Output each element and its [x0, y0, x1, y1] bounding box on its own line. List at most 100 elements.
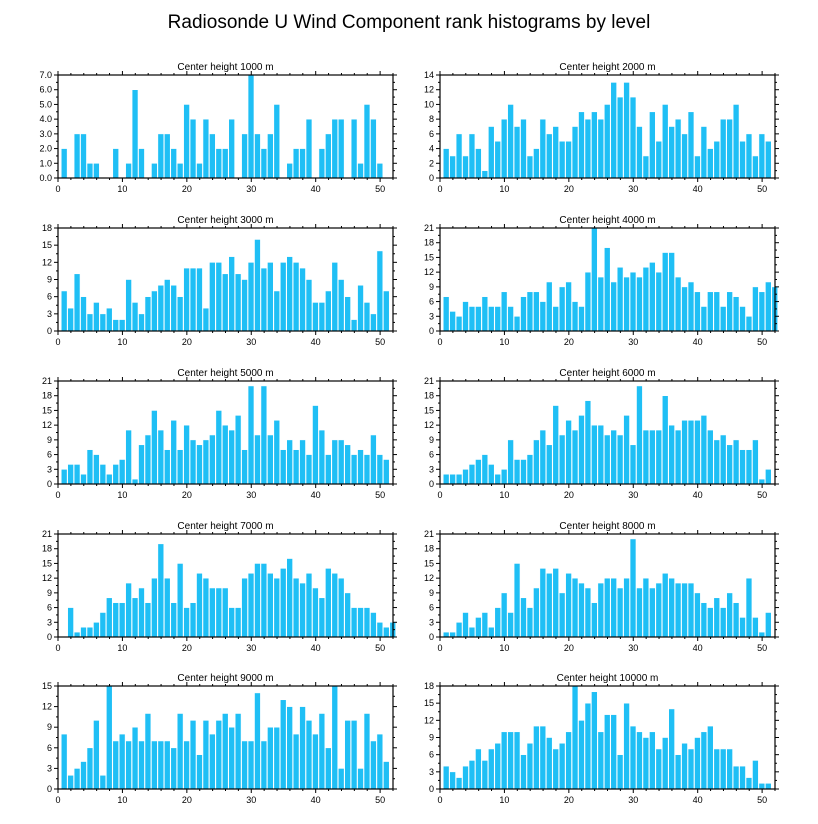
histogram-bar	[254, 133, 261, 179]
histogram-bar	[700, 306, 708, 332]
y-tick-label: 15	[424, 698, 434, 708]
histogram-bar	[694, 592, 701, 638]
panel-title: Center height 1000 m	[177, 62, 273, 73]
histogram-bar	[597, 731, 605, 790]
histogram-bar	[67, 607, 74, 638]
histogram-bar	[571, 301, 579, 332]
y-tick-label: 18	[424, 391, 434, 401]
histogram-bar	[520, 597, 527, 638]
histogram-bar	[707, 607, 714, 638]
histogram-bar	[363, 454, 371, 485]
y-tick-label: 6	[429, 603, 434, 613]
histogram-bar	[279, 568, 287, 638]
x-tick-label: 0	[55, 643, 60, 653]
histogram-bar	[481, 170, 489, 179]
y-tick-label: 6	[429, 750, 434, 760]
histogram-bar	[687, 582, 695, 638]
histogram-bar	[629, 96, 637, 179]
histogram-bar	[481, 760, 489, 790]
x-tick-label: 50	[375, 490, 385, 500]
histogram-bar	[73, 631, 81, 638]
histogram-bar	[629, 444, 637, 485]
histogram-bar	[610, 429, 617, 485]
histogram-bar	[60, 148, 68, 179]
histogram-bar	[254, 692, 261, 790]
histogram-bar	[260, 385, 268, 485]
histogram-bar	[376, 454, 384, 485]
x-tick-label: 20	[182, 643, 192, 653]
histogram-bar	[687, 281, 695, 332]
histogram-bar	[765, 612, 772, 638]
y-tick-label: 6	[47, 603, 52, 613]
histogram-bar	[668, 708, 675, 790]
histogram-bar	[273, 290, 281, 332]
histogram-bar	[267, 572, 274, 638]
histogram-bar	[700, 731, 708, 790]
histogram-bar	[462, 612, 469, 638]
histogram-bar	[533, 439, 540, 485]
histogram-bar	[694, 737, 701, 790]
histogram-bar	[681, 419, 688, 485]
y-tick-label: 21	[424, 376, 434, 386]
histogram-bar	[170, 747, 177, 790]
panel-title: Center height 4000 m	[559, 215, 655, 226]
y-tick-label: 9	[429, 733, 434, 743]
histogram-bar	[221, 713, 229, 790]
histogram-bar	[545, 444, 553, 485]
x-tick-label: 30	[246, 643, 256, 653]
histogram-bar	[726, 748, 733, 790]
y-tick-label: 18	[424, 238, 434, 248]
histogram-bar	[655, 748, 663, 790]
histogram-bar	[513, 315, 521, 332]
histogram-bar	[363, 104, 371, 179]
histogram-bar	[713, 140, 721, 179]
histogram-bar	[475, 459, 482, 485]
y-tick-label: 15	[42, 240, 52, 250]
histogram-bar	[118, 319, 126, 332]
histogram-bar	[93, 454, 100, 485]
histogram-bar	[488, 306, 495, 332]
histogram-bar	[228, 726, 235, 790]
histogram-bar	[157, 429, 165, 485]
x-tick-label: 40	[693, 643, 703, 653]
histogram-bar	[513, 731, 521, 790]
histogram-bar	[305, 454, 313, 485]
x-tick-label: 40	[311, 184, 321, 194]
histogram-bar	[719, 434, 727, 485]
histogram-bar	[209, 587, 216, 638]
y-tick-label: 4	[429, 144, 434, 154]
histogram-bar	[700, 602, 708, 638]
x-tick-label: 10	[117, 795, 127, 805]
histogram-bar	[539, 118, 547, 179]
histogram-bar	[221, 587, 229, 638]
histogram-bar	[196, 267, 203, 332]
histogram-bar	[370, 612, 377, 638]
x-tick-label: 30	[628, 795, 638, 805]
x-tick-label: 30	[246, 337, 256, 347]
histogram-bar	[468, 133, 476, 179]
panel-title: Center height 5000 m	[177, 368, 273, 379]
y-tick-label: 3.0	[39, 129, 52, 139]
histogram-bar	[616, 434, 624, 485]
histogram-bar	[694, 419, 701, 485]
histogram-bar	[591, 424, 598, 485]
histogram-bar	[325, 454, 332, 485]
y-tick-label: 6	[429, 450, 434, 460]
x-tick-label: 0	[55, 490, 60, 500]
histogram-bar	[558, 434, 566, 485]
histogram-bar	[209, 434, 216, 485]
histogram-bar	[610, 577, 617, 638]
histogram-bar	[176, 296, 184, 332]
histogram-bar	[565, 419, 572, 485]
x-tick-label: 20	[182, 490, 192, 500]
histogram-bar	[170, 284, 177, 332]
histogram-bar	[449, 631, 456, 638]
histogram-bar	[383, 459, 390, 485]
histogram-bar	[745, 777, 753, 790]
y-tick-label: 15	[42, 681, 52, 691]
histogram-bar	[623, 577, 630, 638]
histogram-bar	[468, 306, 476, 332]
histogram-bar	[552, 306, 559, 332]
histogram-bar	[106, 473, 113, 485]
